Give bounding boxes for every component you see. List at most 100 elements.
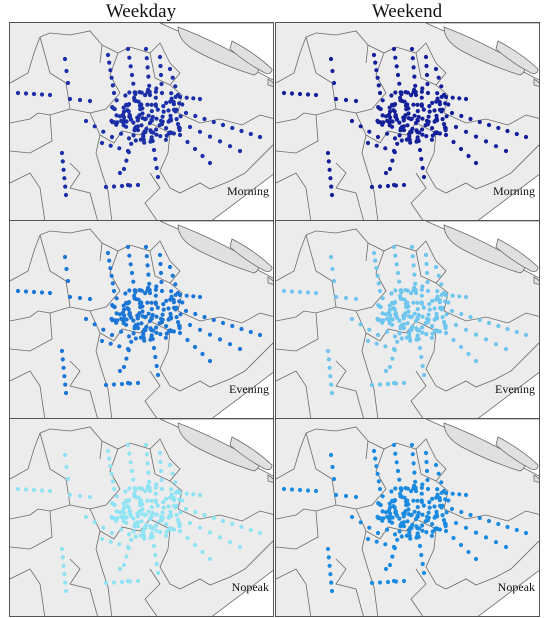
station-dot xyxy=(139,288,144,293)
district-boundary xyxy=(101,438,171,460)
station-dot xyxy=(349,316,355,322)
station-dot xyxy=(330,266,335,272)
station-dot xyxy=(149,505,154,510)
station-dot xyxy=(423,321,428,326)
station-dot xyxy=(139,486,144,491)
station-dot xyxy=(415,307,420,312)
station-dot xyxy=(65,278,71,284)
station-dot xyxy=(15,486,21,492)
station-dot xyxy=(160,317,165,322)
station-dot xyxy=(408,140,413,145)
district-boundary xyxy=(355,448,387,510)
district-boundary xyxy=(276,568,312,616)
district-boundary xyxy=(361,152,379,220)
station-dot xyxy=(397,120,402,125)
station-dot xyxy=(148,326,153,331)
station-dot xyxy=(401,578,407,584)
station-dot xyxy=(409,291,414,296)
station-dot xyxy=(468,314,473,320)
station-dot xyxy=(150,510,155,516)
station-dot xyxy=(220,320,226,326)
station-dot xyxy=(164,126,169,131)
station-dot xyxy=(92,124,97,129)
station-dot xyxy=(146,74,151,79)
station-dot xyxy=(397,529,402,534)
station-dot xyxy=(395,339,400,344)
station-dot xyxy=(419,102,424,107)
station-dot xyxy=(406,314,411,319)
station-dot xyxy=(159,477,164,483)
station-dot xyxy=(423,252,429,258)
station-dot xyxy=(401,182,407,188)
station-dot xyxy=(365,536,371,542)
station-dot xyxy=(145,300,150,305)
station-dot xyxy=(405,498,410,503)
station-dot xyxy=(158,72,164,78)
district-boundary xyxy=(305,30,369,64)
station-dot xyxy=(136,115,141,120)
station-dot xyxy=(127,312,132,317)
station-map xyxy=(276,419,539,616)
station-dot xyxy=(119,118,124,123)
island xyxy=(533,276,539,285)
sea-water xyxy=(211,372,273,418)
station-dot xyxy=(383,146,388,151)
station-dot xyxy=(155,372,161,378)
station-dot xyxy=(239,524,244,530)
station-dot xyxy=(92,322,97,327)
district-boundary xyxy=(69,360,98,418)
district-boundary xyxy=(149,52,171,86)
station-dot xyxy=(305,488,311,493)
district-boundary xyxy=(276,36,307,84)
station-dot xyxy=(60,159,65,164)
map-panel-weekday-morning: Morning xyxy=(9,22,274,221)
district-boundary xyxy=(149,448,171,482)
station-dot xyxy=(146,87,151,92)
station-dot xyxy=(202,314,207,320)
station-dot xyxy=(440,107,445,112)
district-boundary xyxy=(144,172,161,220)
station-dot xyxy=(148,128,153,133)
station-dot xyxy=(64,464,69,470)
station-dot xyxy=(387,562,393,568)
station-dot xyxy=(125,346,131,352)
station-dot xyxy=(173,84,178,89)
station-dot xyxy=(207,556,213,562)
station-dot xyxy=(381,318,386,323)
station-dot xyxy=(131,279,136,284)
station-dot xyxy=(329,184,334,189)
station-dot xyxy=(505,326,510,332)
station-dot xyxy=(135,380,141,386)
station-dot xyxy=(121,501,126,506)
district-boundary xyxy=(149,250,171,284)
station-dot xyxy=(390,317,395,322)
station-dot xyxy=(412,74,417,79)
station-dot xyxy=(411,263,416,268)
station-dot xyxy=(405,102,410,107)
station-dot xyxy=(127,486,132,491)
station-dot xyxy=(220,122,226,128)
station-dot xyxy=(160,510,165,515)
station-dot xyxy=(65,476,71,482)
district-boundary xyxy=(95,152,113,220)
station-dot xyxy=(385,118,390,123)
station-dot xyxy=(167,462,173,468)
station-dot xyxy=(305,290,311,295)
station-dot xyxy=(155,305,160,310)
station-dot xyxy=(132,98,137,103)
station-dot xyxy=(313,92,319,98)
station-dot xyxy=(15,288,21,294)
station-dot xyxy=(109,134,115,140)
station-dot xyxy=(436,75,441,80)
station-dot xyxy=(463,327,469,332)
station-dot xyxy=(329,390,335,396)
station-dot xyxy=(109,75,114,80)
station-dot xyxy=(147,281,152,286)
station-dot xyxy=(202,116,207,122)
district-boundary xyxy=(177,508,273,522)
station-dot xyxy=(393,90,398,95)
station-dot xyxy=(77,295,83,301)
station-dot xyxy=(408,536,413,541)
station-dot xyxy=(421,372,427,378)
station-dot xyxy=(430,496,435,501)
